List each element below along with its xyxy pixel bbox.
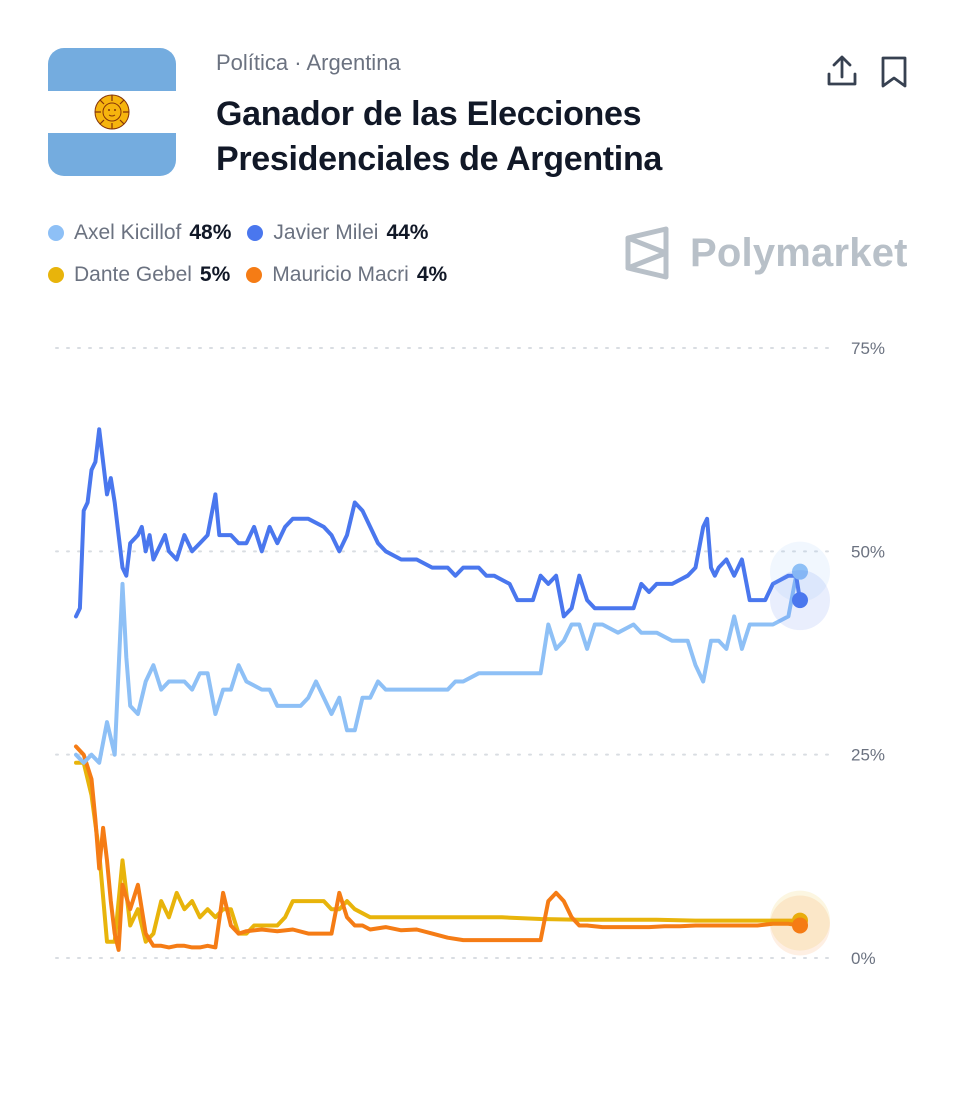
brand-name: Polymarket: [690, 230, 908, 275]
legend-item[interactable]: Dante Gebel 5%: [48, 263, 230, 287]
bookmark-icon: [881, 56, 907, 88]
series-end-point[interactable]: [792, 917, 808, 934]
share-button[interactable]: [822, 52, 862, 92]
y-tick-label: 0%: [851, 949, 876, 968]
y-tick-label: 50%: [851, 542, 885, 561]
legend-name: Axel Kicillof: [74, 221, 182, 244]
legend-item[interactable]: Javier Milei 44%: [247, 221, 428, 245]
polymarket-logo-icon: [625, 226, 669, 280]
legend-value: 5%: [199, 263, 231, 286]
series-end-point[interactable]: [792, 592, 808, 609]
chart-legend: Axel Kicillof 48% Javier Milei 44% Dante…: [48, 216, 463, 300]
series-line: [74, 744, 802, 952]
legend-dot: [246, 267, 263, 283]
category-breadcrumb[interactable]: Política · Argentina: [216, 50, 401, 75]
legend-item[interactable]: Axel Kicillof 48%: [48, 221, 231, 245]
share-upload-icon: [827, 55, 857, 86]
legend-dot: [48, 267, 64, 283]
legend-item[interactable]: Mauricio Macri 4%: [246, 263, 447, 287]
legend-value: 4%: [416, 263, 448, 286]
legend-name: Dante Gebel: [74, 263, 192, 286]
legend-name: Mauricio Macri: [272, 263, 409, 286]
legend-value: 44%: [386, 221, 429, 244]
probability-chart: 0% 25% 50% 75%: [55, 339, 885, 968]
legend-dot: [247, 225, 264, 241]
bookmark-button[interactable]: [874, 52, 914, 92]
series-line: [74, 569, 802, 765]
y-tick-label: 25%: [851, 746, 885, 765]
page-title: Ganador de las Elecciones Presidenciales…: [216, 95, 663, 178]
argentina-flag-icon: [48, 48, 176, 176]
series-end-point[interactable]: [792, 563, 808, 580]
polymarket-brand: Polymarket: [624, 226, 908, 280]
legend-value: 48%: [189, 221, 232, 244]
series-line: [74, 760, 802, 944]
legend-name: Javier Milei: [273, 221, 379, 244]
series-line: [74, 427, 802, 619]
y-tick-label: 75%: [851, 339, 885, 358]
legend-dot: [48, 225, 64, 241]
